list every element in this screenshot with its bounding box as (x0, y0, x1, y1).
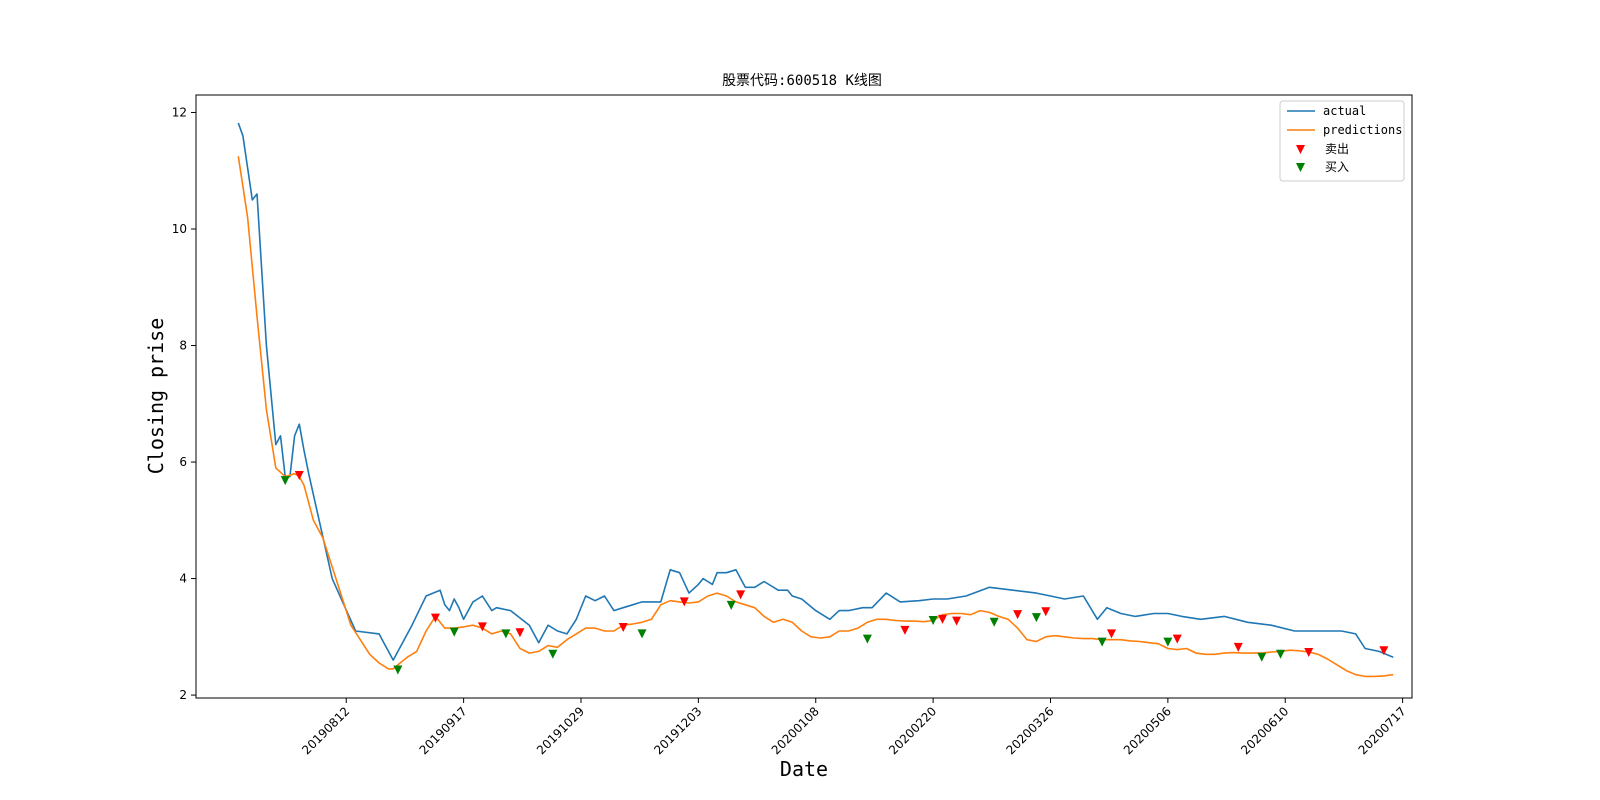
sell-marker (938, 614, 948, 624)
buy-marker (862, 634, 872, 644)
buy-marker (548, 649, 558, 659)
series-line-actual (237, 122, 1394, 661)
sell-marker (1107, 629, 1117, 639)
buy-marker (501, 629, 511, 639)
y-tick-label: 2 (179, 688, 187, 702)
legend-sell-marker (1296, 145, 1305, 154)
buy-marker (1097, 637, 1107, 647)
buy-marker (726, 600, 736, 610)
sell-marker (736, 590, 746, 600)
legend: actual predictions 卖出 买入 (1279, 100, 1405, 182)
y-tick-label: 6 (179, 455, 187, 469)
x-axis-ticks: 20190812 20190917 20191029 20191203 20200108… (299, 698, 1409, 757)
plot-frame (195, 94, 1413, 699)
sell-marker (618, 623, 628, 633)
x-tick-label: 20200220 (886, 704, 939, 757)
sell-marker (430, 613, 440, 623)
y-axis-label: Closing prise (144, 318, 168, 475)
sell-marker (1304, 648, 1314, 658)
y-tick-label: 8 (179, 339, 187, 353)
chart-title: 股票代码:600518 K线图 (722, 73, 882, 89)
buy-marker (280, 476, 290, 486)
sell-marker (1172, 634, 1182, 644)
legend-actual-label: actual (1323, 104, 1366, 118)
series-layer (237, 122, 1394, 678)
sell-marker (1041, 607, 1051, 617)
y-tick-label: 10 (172, 222, 187, 236)
y-tick-label: 4 (179, 572, 187, 586)
sell-marker (1013, 610, 1023, 620)
x-tick-label: 20190917 (417, 704, 470, 757)
legend-buy-marker (1296, 163, 1305, 172)
sell-marker (952, 616, 962, 626)
buy-marker (989, 617, 999, 627)
buy-marker (928, 616, 938, 626)
x-tick-label: 20200717 (1356, 704, 1409, 757)
buy-marker (1163, 637, 1173, 647)
sell-marker (515, 628, 525, 638)
x-tick-label: 20200326 (1004, 704, 1057, 757)
legend-sell-label: 卖出 (1325, 142, 1349, 156)
buy-marker (637, 629, 647, 639)
buy-marker (1031, 613, 1041, 623)
x-tick-label: 20190812 (299, 704, 352, 757)
x-tick-label: 20200108 (769, 704, 822, 757)
sell-marker (477, 622, 487, 632)
x-tick-label: 20191029 (534, 704, 587, 757)
legend-box (1279, 100, 1405, 182)
x-axis-label: Date (780, 757, 828, 781)
buy-marker (1257, 652, 1267, 662)
legend-buy-label: 买入 (1325, 160, 1349, 174)
sell-marker (1233, 642, 1243, 652)
marker-layer (280, 470, 1389, 675)
x-tick-label: 20200506 (1121, 704, 1174, 757)
x-tick-label: 20191203 (651, 704, 704, 757)
y-axis-ticks: 2 4 6 8 10 12 (172, 105, 196, 702)
buy-marker (449, 627, 459, 637)
buy-marker (393, 665, 403, 675)
sell-marker (679, 597, 689, 607)
series-line-predictions (237, 156, 1394, 678)
sell-marker (900, 625, 910, 635)
x-tick-label: 20200610 (1238, 704, 1291, 757)
buy-marker (1276, 649, 1286, 659)
sell-marker (294, 470, 304, 480)
y-tick-label: 12 (172, 105, 187, 119)
legend-predictions-label: predictions (1323, 123, 1402, 137)
sell-marker (1379, 646, 1389, 656)
